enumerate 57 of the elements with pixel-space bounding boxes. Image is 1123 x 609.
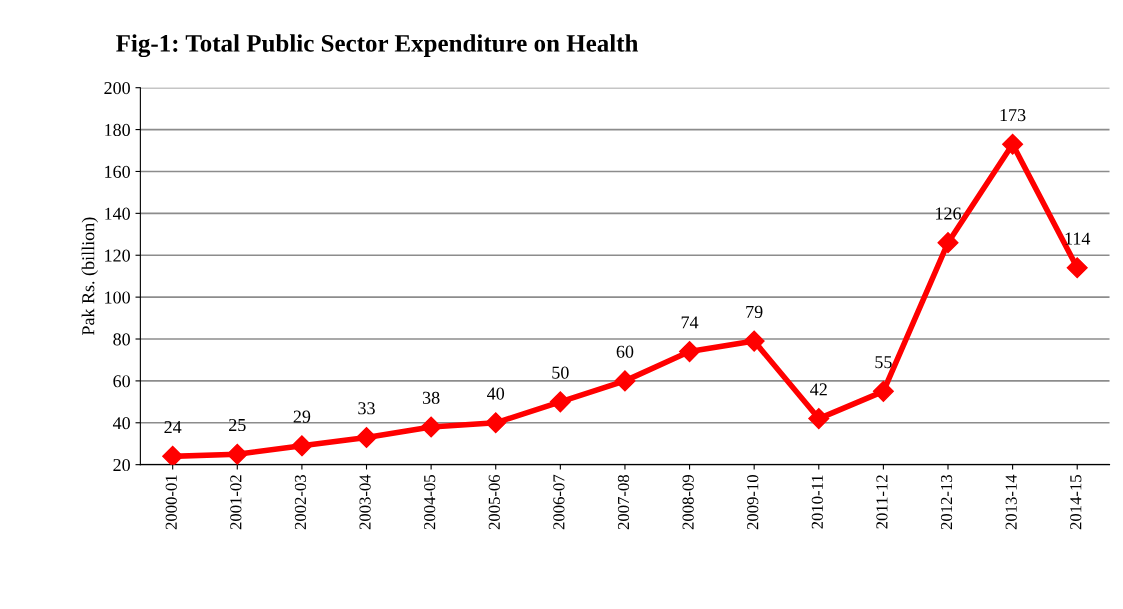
point xyxy=(291,435,313,457)
y-tick-label: 140 xyxy=(105,207,130,220)
point xyxy=(679,341,701,363)
point xyxy=(485,412,507,434)
data-label: 24 xyxy=(164,421,182,433)
y-tick-label: 180 xyxy=(105,123,130,137)
data-label: 50 xyxy=(552,366,569,379)
y-axis-title: Pak Rs. (billion) xyxy=(81,217,99,336)
data-label: 33 xyxy=(358,402,375,415)
data-label: 74 xyxy=(681,316,699,329)
point xyxy=(355,426,378,448)
data-label: 38 xyxy=(422,391,440,404)
x-tick-label: 2014-15 xyxy=(1070,475,1082,530)
data-label: 126 xyxy=(936,207,961,220)
x-tick-label: 2005-06 xyxy=(488,474,500,530)
y-tick-label: 80 xyxy=(113,333,130,346)
point xyxy=(872,380,894,402)
data-label: 42 xyxy=(810,383,827,396)
x-tick-label: 2010-11 xyxy=(811,475,823,529)
point xyxy=(162,445,184,465)
x-tick-label: 2008-09 xyxy=(682,475,694,530)
data-label: 79 xyxy=(746,305,763,318)
y-tick-label: 200 xyxy=(104,81,130,95)
point xyxy=(549,391,571,413)
data-label: 55 xyxy=(875,356,892,369)
x-tick-label: 2011-12 xyxy=(876,475,888,529)
x-tick-label: 2007-08 xyxy=(617,475,630,530)
y-tick-label: 20 xyxy=(113,458,130,472)
point xyxy=(614,370,636,392)
x-tick-label: 2000-01 xyxy=(165,475,177,530)
y-tick-label: 40 xyxy=(112,417,130,430)
x-tick-label: 2006-07 xyxy=(553,474,565,530)
point xyxy=(808,408,830,430)
point xyxy=(743,330,765,352)
chart-title: Fig-1: Total Public Sector Expenditure on Health xyxy=(116,34,639,58)
data-label: 25 xyxy=(229,418,246,432)
data-label: 114 xyxy=(1065,232,1091,245)
y-tick-label: 160 xyxy=(105,165,130,178)
y-tick-label: 120 xyxy=(105,249,130,262)
x-tick-label: 2003-04 xyxy=(359,474,371,530)
data-label: 40 xyxy=(487,387,505,400)
x-tick-label: 2009-10 xyxy=(747,475,759,530)
data-label: 60 xyxy=(616,345,634,358)
point xyxy=(226,443,248,465)
x-tick-label: 2013-14 xyxy=(1005,474,1017,530)
data-label: 29 xyxy=(293,410,311,423)
x-tick-label: 2012-13 xyxy=(940,475,953,530)
data-label: 173 xyxy=(1000,109,1026,122)
y-tick-label: 60 xyxy=(113,375,130,388)
y-tick-label: 100 xyxy=(105,291,130,304)
point xyxy=(937,232,959,254)
x-tick-label: 2002-03 xyxy=(294,475,307,530)
point xyxy=(420,416,442,438)
x-tick-label: 2004-05 xyxy=(424,475,436,530)
point xyxy=(1002,133,1024,155)
x-tick-label: 2001-02 xyxy=(230,475,242,530)
point xyxy=(1066,257,1088,279)
